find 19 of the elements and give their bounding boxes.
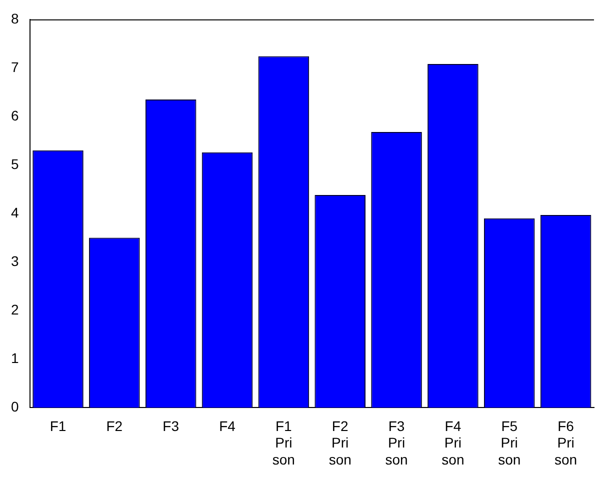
x-tick-label: F6 Pri son: [554, 418, 578, 468]
x-tick-label: F3: [162, 418, 180, 434]
x-tick-label: F5 Pri son: [498, 418, 521, 468]
y-tick-label: 8: [10, 10, 19, 26]
y-tick-label: 3: [10, 252, 19, 269]
x-tick-label: F2 Pri son: [328, 418, 352, 468]
x-tick-label: F1 Pri son: [272, 418, 295, 468]
y-tick-label: 1: [10, 350, 19, 366]
x-tick-label: F1: [50, 418, 66, 434]
y-tick-label: 4: [10, 204, 19, 220]
x-tick-label: F3 Pri son: [385, 418, 408, 468]
y-tick-label: 6: [10, 107, 19, 124]
x-tick-label: F4 Pri son: [442, 418, 464, 468]
y-tick-label: 0: [10, 398, 19, 414]
y-tick-label: 7: [10, 58, 19, 75]
x-tick-label: F4: [219, 418, 236, 434]
y-tick-label: 5: [10, 156, 19, 172]
y-tick-label: 2: [10, 301, 19, 318]
x-tick-label: F2: [106, 418, 123, 434]
